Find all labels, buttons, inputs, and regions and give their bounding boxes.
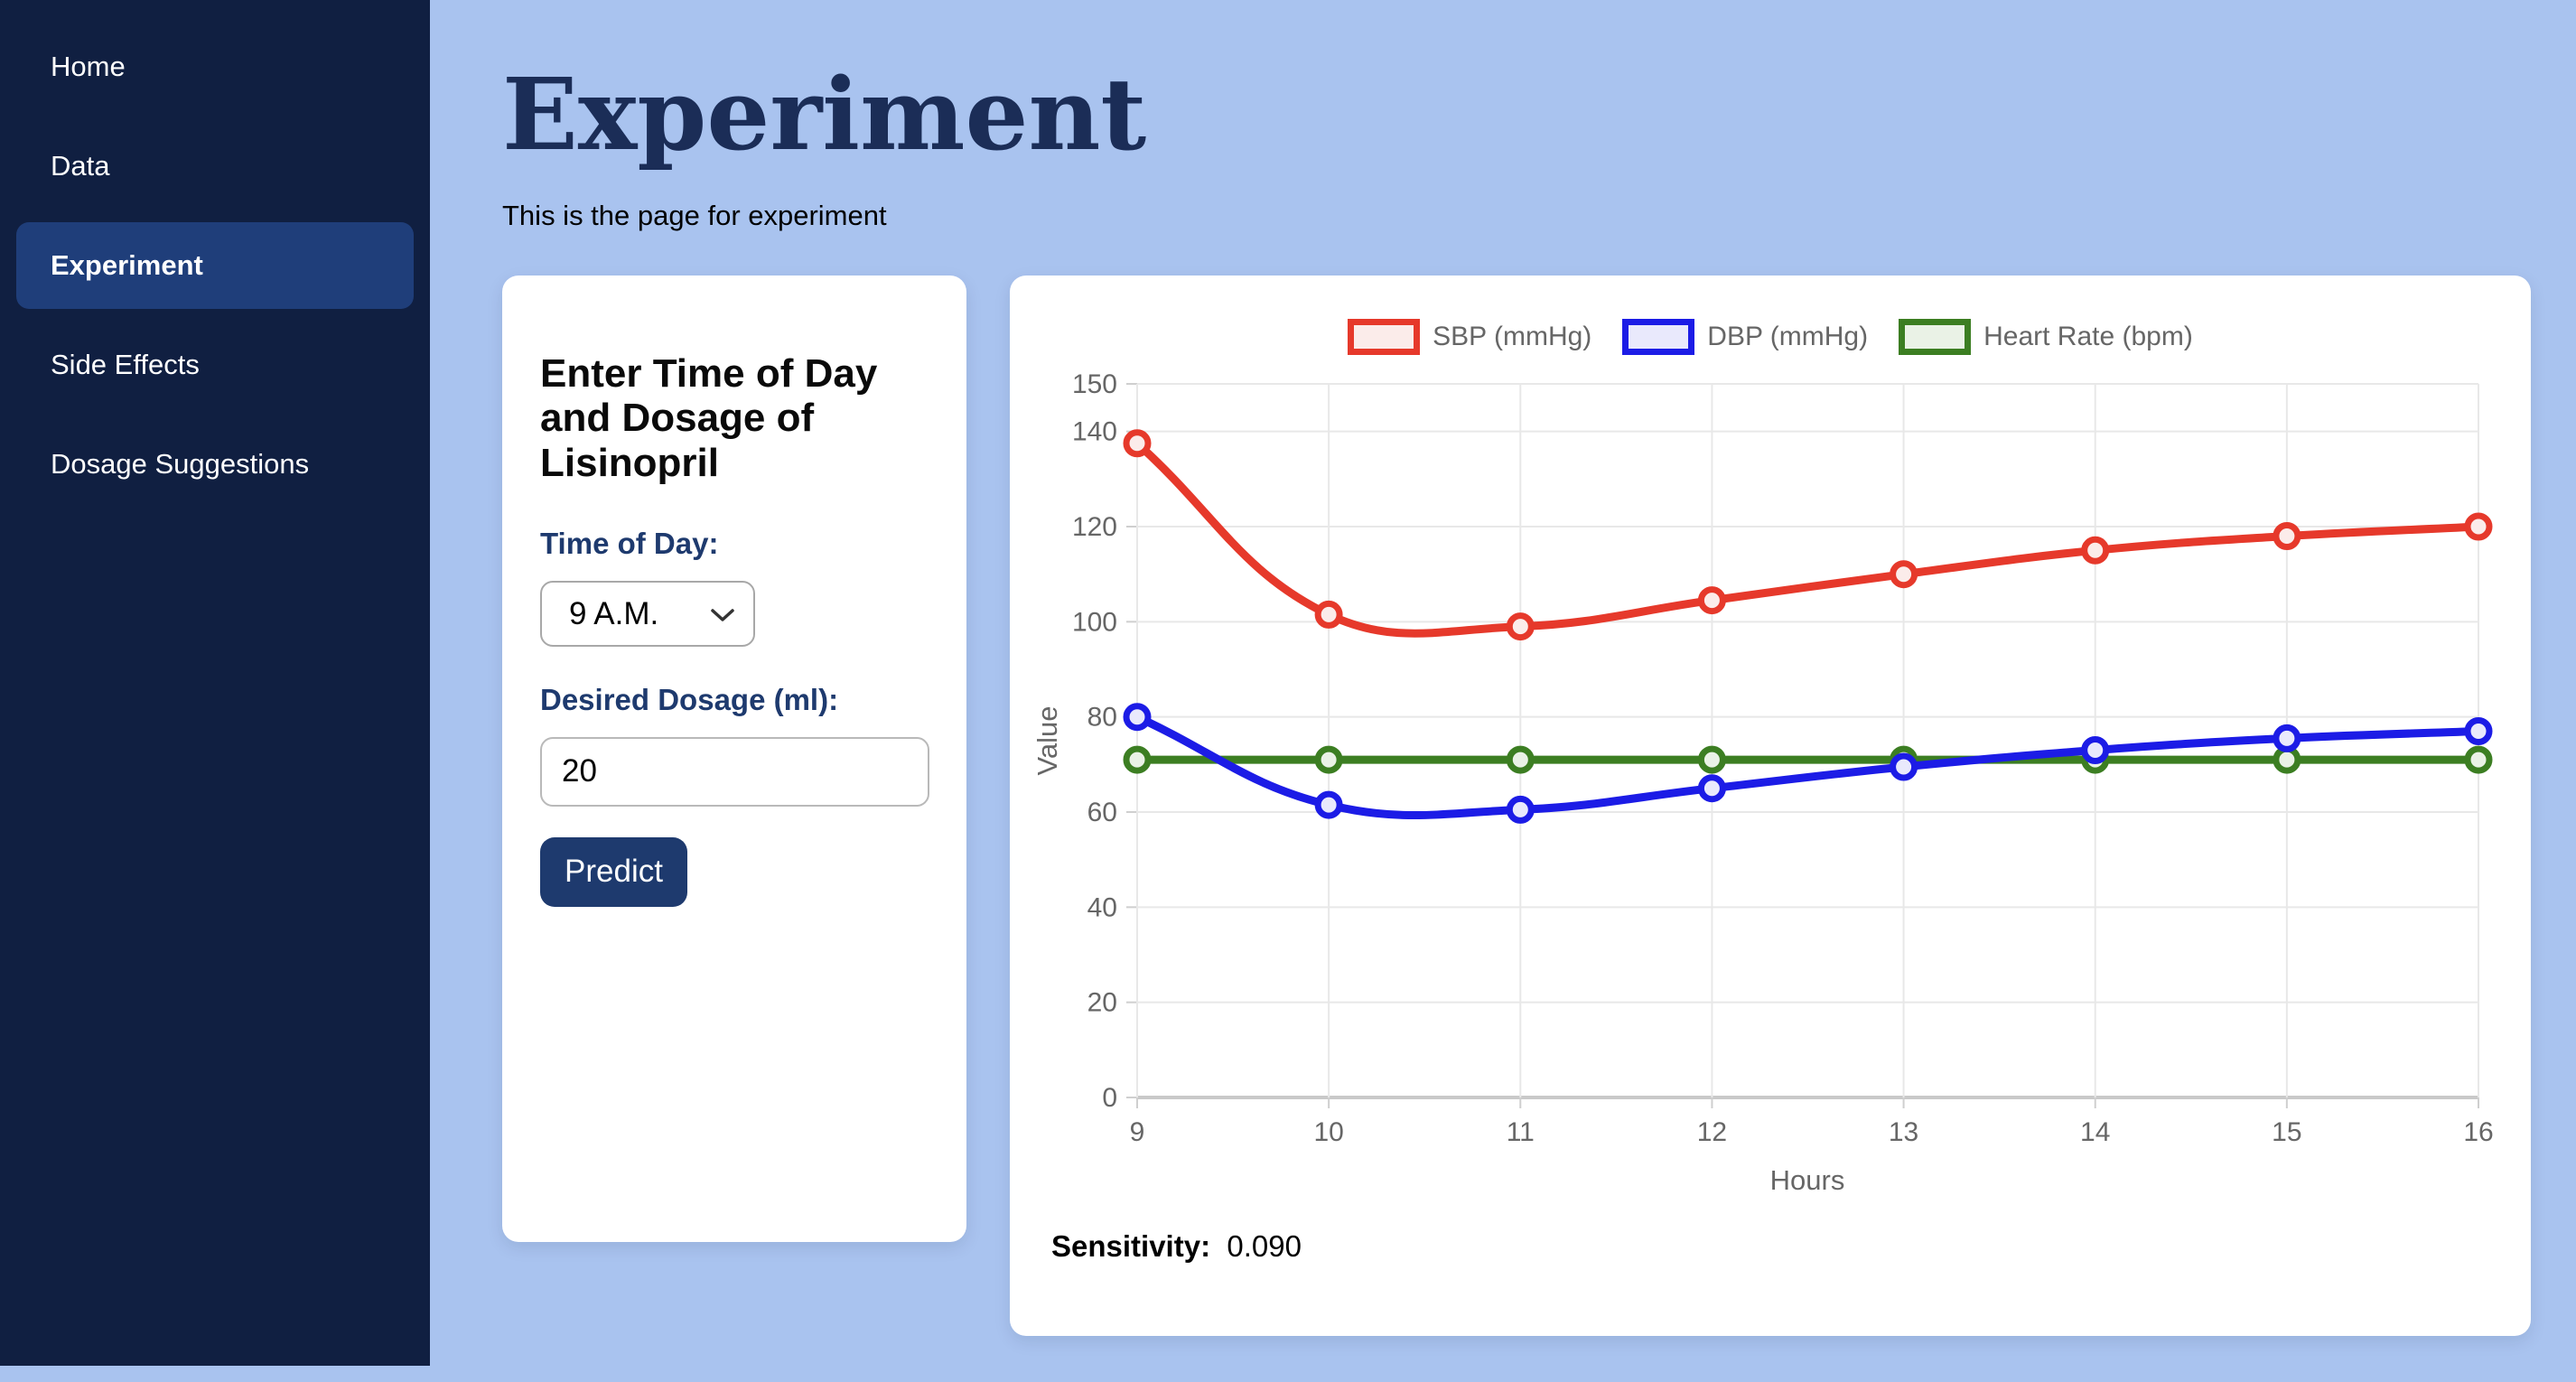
sbp-legend-swatch-icon — [1348, 319, 1421, 355]
svg-text:0: 0 — [1102, 1083, 1117, 1113]
dosage-label: Desired Dosage (ml): — [540, 682, 839, 716]
svg-text:40: 40 — [1087, 892, 1117, 922]
content-row: Enter Time of Day and Dosage of Lisinopr… — [502, 275, 2576, 1336]
chart-card: SBP (mmHg) DBP (mmHg) Heart Rate (bpm) 0… — [1010, 275, 2531, 1336]
sensitivity-label: Sensitivity: — [1051, 1229, 1211, 1263]
legend-item-dbp[interactable]: DBP (mmHg) — [1622, 319, 1868, 355]
chart-legend: SBP (mmHg) DBP (mmHg) Heart Rate (bpm) — [1010, 319, 2531, 355]
svg-text:14: 14 — [2080, 1117, 2110, 1147]
svg-text:120: 120 — [1072, 512, 1117, 542]
page-subtitle: This is the page for experiment — [502, 200, 887, 231]
page-title: Experiment — [502, 56, 1147, 173]
legend-item-heart-rate[interactable]: Heart Rate (bpm) — [1899, 319, 2193, 355]
predict-button[interactable]: Predict — [540, 836, 687, 907]
svg-text:11: 11 — [1507, 1117, 1535, 1147]
dosage-input[interactable] — [540, 736, 929, 807]
x-axis-title: Hours — [1770, 1164, 1845, 1196]
svg-text:13: 13 — [1889, 1117, 1918, 1147]
svg-text:60: 60 — [1087, 798, 1117, 827]
sidebar-item-side-effects[interactable]: Side Effects — [16, 322, 414, 408]
sidebar-nav: Home Data Experiment Side Effects Dosage… — [0, 23, 430, 508]
sensitivity-value-text: 0.090 — [1227, 1229, 1302, 1263]
time-of-day-select[interactable]: 9 A.M. — [540, 580, 755, 647]
sensitivity-readout: Sensitivity: 0.090 — [1051, 1229, 2531, 1264]
svg-text:16: 16 — [2463, 1117, 2493, 1147]
chart-axis-labels: 0 20 40 60 80 100 120 140 150 9 10 11 12 13 14 15 16 — [1072, 369, 2494, 1147]
chart-gridlines — [1126, 383, 2479, 1108]
heart-rate-legend-swatch-icon — [1899, 319, 1972, 355]
svg-text:140: 140 — [1072, 417, 1117, 447]
svg-text:100: 100 — [1072, 607, 1117, 637]
svg-text:10: 10 — [1313, 1117, 1343, 1147]
legend-label: SBP (mmHg) — [1433, 322, 1592, 351]
y-axis-title: Value — [1031, 706, 1063, 776]
svg-text:150: 150 — [1072, 369, 1117, 399]
sidebar-item-home[interactable]: Home — [16, 23, 414, 110]
form-heading: Enter Time of Day and Dosage of Lisinopr… — [540, 351, 878, 485]
svg-text:15: 15 — [2272, 1117, 2301, 1147]
sidebar-item-experiment[interactable]: Experiment — [16, 222, 414, 309]
svg-text:80: 80 — [1087, 703, 1117, 733]
prediction-form-card: Enter Time of Day and Dosage of Lisinopr… — [502, 275, 966, 1242]
sidebar-item-label: Home — [51, 51, 126, 82]
time-of-day-select-wrap: 9 A.M. — [540, 580, 755, 647]
legend-label: Heart Rate (bpm) — [1983, 322, 2193, 351]
sidebar-item-label: Dosage Suggestions — [51, 448, 310, 480]
sidebar-item-data[interactable]: Data — [16, 123, 414, 210]
dbp-legend-swatch-icon — [1622, 319, 1695, 355]
legend-label: DBP (mmHg) — [1707, 322, 1869, 351]
main-content: Experiment This is the page for experime… — [430, 0, 2576, 1382]
sidebar-item-label: Experiment — [51, 249, 203, 281]
line-chart: 0 20 40 60 80 100 120 140 150 9 10 11 12 13 14 15 16 Hou… — [1031, 369, 2494, 1196]
svg-text:9: 9 — [1130, 1117, 1145, 1147]
sidebar-item-dosage-suggestions[interactable]: Dosage Suggestions — [16, 421, 414, 508]
chart-series — [1123, 429, 2493, 824]
svg-text:20: 20 — [1087, 988, 1117, 1018]
sidebar-item-label: Data — [51, 150, 110, 182]
svg-text:12: 12 — [1697, 1117, 1727, 1147]
legend-item-sbp[interactable]: SBP (mmHg) — [1348, 319, 1591, 355]
sidebar: Home Data Experiment Side Effects Dosage… — [0, 0, 430, 1366]
sidebar-item-label: Side Effects — [51, 349, 200, 380]
time-of-day-label: Time of Day: — [540, 526, 719, 560]
